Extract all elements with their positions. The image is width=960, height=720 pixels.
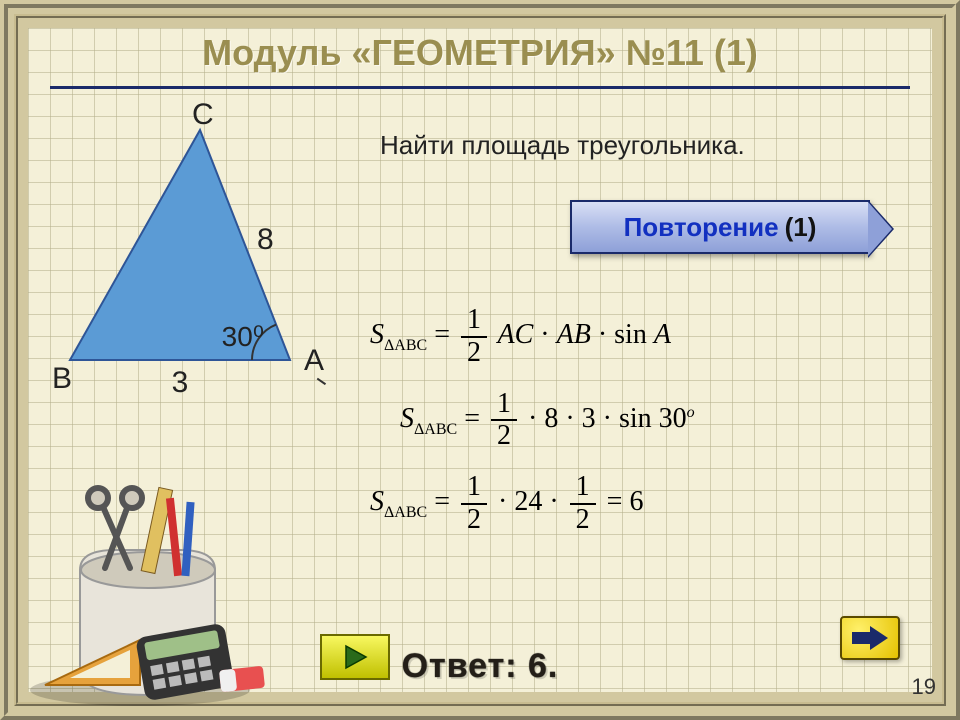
triangle-diagram: В А С 3 8 30⁰ [30,100,350,410]
repeat-button[interactable]: Повторение (1) [570,200,870,254]
play-icon [340,642,370,672]
svg-text:А: А [304,344,324,377]
formula-line-1: SΔABC = 12 AC · AB · sin A [370,305,910,369]
title-underline [50,86,910,89]
repeat-button-label: Повторение [624,212,779,243]
problem-statement: Найти площадь треугольника. [380,130,745,161]
slide-title: Модуль «ГЕОМЕТРИЯ» №11 (1) [0,32,960,74]
repeat-button-count: (1) [785,212,817,243]
formula-line-3: SΔABC = 12 · 24 · 12 = 6 [370,472,910,536]
play-button[interactable] [320,634,390,680]
svg-text:30⁰: 30⁰ [222,321,264,352]
svg-text:С: С [192,100,214,131]
svg-text:8: 8 [257,223,274,256]
stationery-decoration [20,480,280,710]
solution-formulas: SΔABC = 12 AC · AB · sin A SΔABC = 12 · … [370,305,910,556]
page-number: 19 [912,674,936,700]
svg-text:3: 3 [172,366,189,399]
formula-line-2: SΔABC = 12 · 8 · 3 · sin 30o [400,389,910,453]
svg-text:В: В [52,362,72,395]
arrow-right-icon [848,623,892,653]
next-slide-button[interactable] [840,616,900,660]
